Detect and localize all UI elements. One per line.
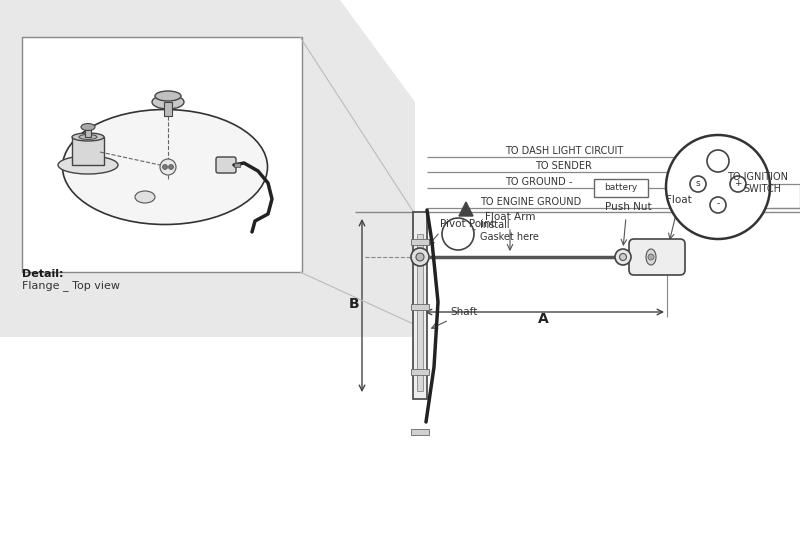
Circle shape xyxy=(411,248,429,266)
Bar xyxy=(164,102,172,116)
Bar xyxy=(413,212,427,399)
Ellipse shape xyxy=(62,110,267,224)
Circle shape xyxy=(648,254,654,260)
FancyBboxPatch shape xyxy=(216,157,236,173)
Circle shape xyxy=(615,249,631,265)
FancyBboxPatch shape xyxy=(594,179,648,197)
Text: A: A xyxy=(538,312,548,326)
Text: Float: Float xyxy=(666,195,692,205)
Polygon shape xyxy=(0,0,415,337)
Text: battery: battery xyxy=(604,183,638,192)
Text: TO IGNITION: TO IGNITION xyxy=(727,172,789,182)
Ellipse shape xyxy=(72,133,104,141)
Ellipse shape xyxy=(58,156,118,174)
FancyBboxPatch shape xyxy=(629,239,685,275)
Bar xyxy=(411,369,429,375)
Text: Push Nut: Push Nut xyxy=(605,202,651,212)
Bar xyxy=(411,429,429,435)
Text: +: + xyxy=(734,178,742,188)
Ellipse shape xyxy=(152,95,184,109)
Bar xyxy=(411,304,429,310)
Ellipse shape xyxy=(155,91,181,101)
Ellipse shape xyxy=(646,249,656,265)
Circle shape xyxy=(666,135,770,239)
Text: TO GROUND -: TO GROUND - xyxy=(505,177,572,187)
Bar xyxy=(417,234,423,391)
Text: Flange _ Top view: Flange _ Top view xyxy=(22,280,120,291)
Ellipse shape xyxy=(81,124,95,130)
Circle shape xyxy=(690,176,706,192)
Text: TO SENDER: TO SENDER xyxy=(535,161,592,171)
Circle shape xyxy=(619,253,626,261)
Text: -: - xyxy=(716,199,720,208)
Text: Shaft: Shaft xyxy=(450,307,478,317)
Text: Detail:: Detail: xyxy=(22,269,63,279)
Text: TO ENGINE GROUND: TO ENGINE GROUND xyxy=(480,197,582,207)
Circle shape xyxy=(730,176,746,192)
Ellipse shape xyxy=(135,191,155,203)
Bar xyxy=(85,127,91,137)
Text: B: B xyxy=(349,297,359,311)
Circle shape xyxy=(169,164,174,169)
Text: Gasket here: Gasket here xyxy=(480,232,539,242)
Text: s: s xyxy=(696,178,700,188)
Circle shape xyxy=(160,159,176,175)
Circle shape xyxy=(442,218,474,250)
Circle shape xyxy=(707,150,729,172)
Bar xyxy=(72,137,104,165)
Bar xyxy=(234,163,240,167)
Text: SWITCH: SWITCH xyxy=(743,184,781,194)
Polygon shape xyxy=(459,202,473,216)
Text: Install: Install xyxy=(480,220,510,230)
Circle shape xyxy=(710,197,726,213)
Ellipse shape xyxy=(79,134,97,139)
Circle shape xyxy=(162,164,167,169)
Circle shape xyxy=(416,253,424,261)
Text: Pivot Point: Pivot Point xyxy=(440,219,495,229)
Text: Float Arm: Float Arm xyxy=(485,212,535,222)
Bar xyxy=(22,37,302,272)
Bar xyxy=(411,239,429,245)
Text: TO DASH LIGHT CIRCUIT: TO DASH LIGHT CIRCUIT xyxy=(505,146,623,156)
